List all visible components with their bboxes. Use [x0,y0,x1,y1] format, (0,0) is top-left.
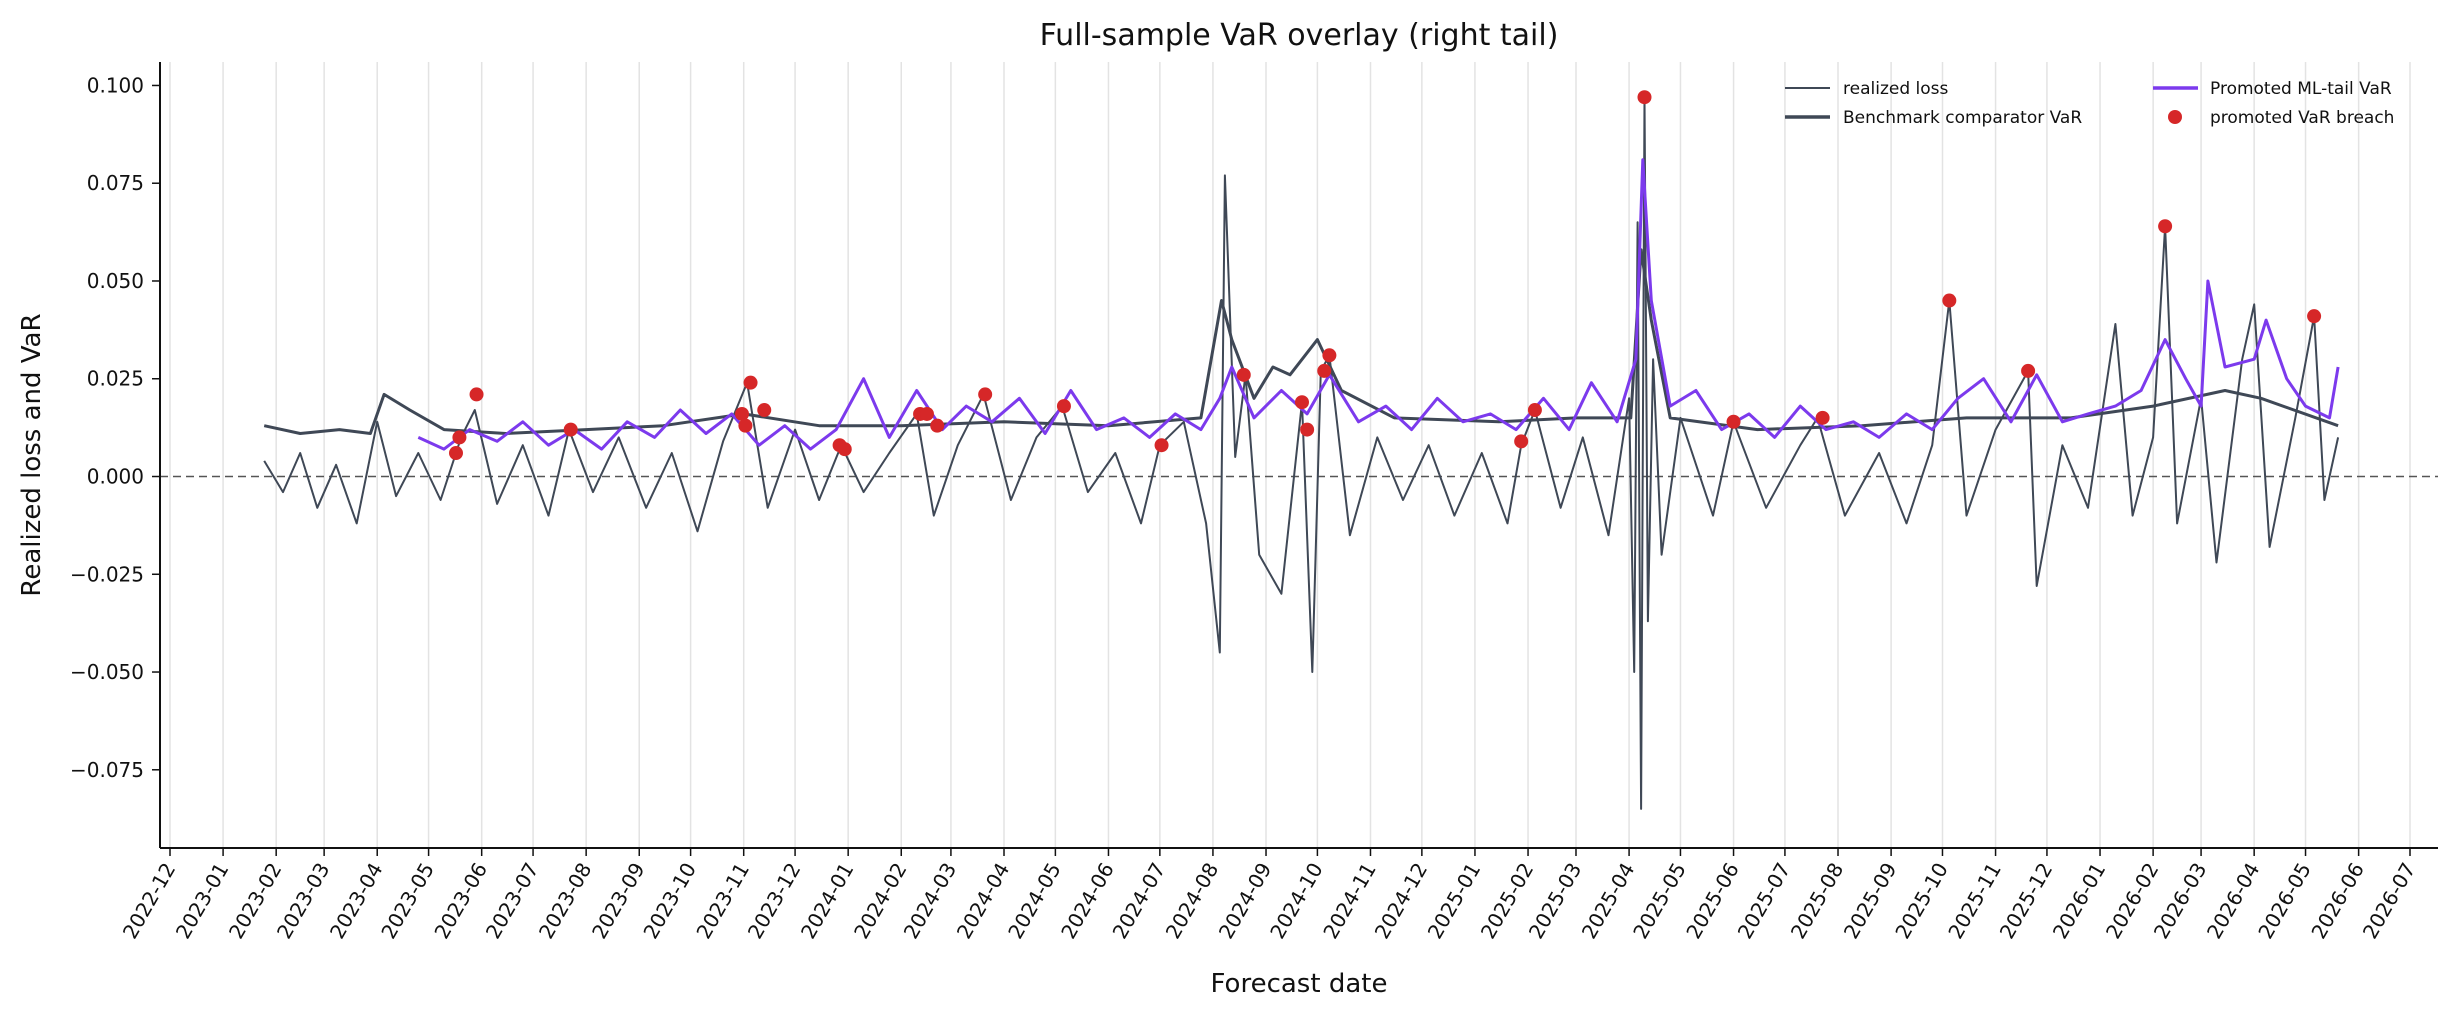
breach-point [743,375,758,390]
breach-point [1294,395,1309,410]
breach-point [1154,438,1169,453]
y-tick-label: −0.025 [70,562,144,586]
series-line-realized-loss [263,96,2340,810]
breach-point [1514,434,1529,449]
y-axis-label: Realized loss and VaR [17,313,47,596]
breach-point [734,406,749,421]
breach-point [1637,90,1652,105]
breach-point [2021,363,2036,378]
breach-point [1726,414,1741,429]
y-tick-label: 0.025 [87,367,144,391]
breach-point [757,403,772,418]
y-tick-label: 0.075 [87,171,144,195]
chart-title: Full-sample VaR overlay (right tail) [1040,18,1559,53]
breach-point [837,442,852,457]
legend: realized loss Benchmark comparator VaR P… [1785,79,2394,128]
breach-point [1317,363,1332,378]
y-tick-label: 0.000 [87,465,144,489]
breach-point [2307,309,2322,324]
breach-point [1236,367,1251,382]
breach-point [978,387,993,402]
breach-point [1322,348,1337,363]
breach-point [930,418,945,433]
breach-point [448,446,463,461]
y-tick-label: 0.100 [87,73,144,97]
x-axis-label: Forecast date [1211,969,1388,999]
legend-label-promoted-var: Promoted ML-tail VaR [2210,79,2392,99]
breach-point [452,430,467,445]
breach-point [2158,219,2173,234]
vertical-gridlines [169,62,2411,848]
y-tick-label: 0.050 [87,269,144,293]
breach-point [563,422,578,437]
y-ticks: −0.075 −0.050 −0.025 0.000 0.025 0.050 0.075 0.… [70,73,160,782]
breach-point [469,387,484,402]
series-line-promoted-ml-tail-var [417,158,2340,451]
x-ticks: 2022-122023-012023-022023-032023-042023-… [118,848,2420,943]
breach-point [1942,293,1957,308]
breach-point [1056,399,1071,414]
breach-point [738,418,753,433]
legend-label-realized-loss: realized loss [1843,79,1948,99]
series-line-benchmark-comparator-var [263,248,2339,435]
breach-point [1815,410,1830,425]
axes [159,62,2438,849]
legend-swatch-breach [2168,110,2182,124]
breach-point [1527,403,1542,418]
y-tick-label: −0.050 [70,660,144,684]
breach-point [1300,422,1315,437]
series-layer [263,90,2340,810]
legend-label-breach: promoted VaR breach [2210,108,2394,128]
y-tick-label: −0.075 [70,758,144,782]
breach-point [919,406,934,421]
legend-label-benchmark-var: Benchmark comparator VaR [1843,108,2082,128]
